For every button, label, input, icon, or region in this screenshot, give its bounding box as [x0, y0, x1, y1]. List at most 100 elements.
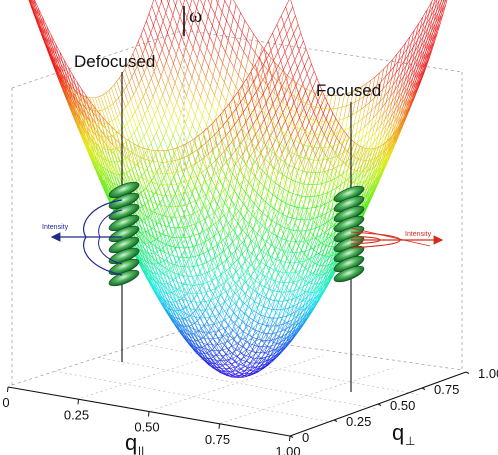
mesh-line: [188, 293, 198, 295]
mesh-line: [243, 176, 253, 189]
mesh-line: [303, 296, 313, 306]
mesh-line: [295, 181, 305, 185]
mesh-line: [250, 312, 260, 324]
mesh-line: [200, 271, 210, 288]
mesh-line: [410, 43, 420, 59]
mesh-line: [370, 140, 380, 154]
mesh-line: [174, 272, 184, 277]
mesh-line: [210, 244, 221, 261]
mesh-line: [168, 277, 178, 283]
mesh-line: [138, 193, 148, 200]
q-perp-tick-mark: [377, 403, 382, 406]
mesh-line: [162, 161, 172, 184]
mesh-line: [113, 84, 124, 111]
mesh-line: [285, 102, 295, 121]
mesh-line: [256, 145, 266, 160]
mesh-line: [144, 72, 154, 97]
mesh-line: [195, 219, 205, 225]
mesh-line: [216, 229, 226, 245]
mesh-line: [152, 52, 162, 77]
mesh-line: [80, 125, 90, 149]
mesh-line: [434, 13, 444, 34]
mesh-line: [219, 259, 229, 274]
mesh-line: [153, 138, 163, 162]
mesh-line: [220, 325, 231, 336]
q-perp-tick-mark: [289, 435, 294, 438]
mesh-line: [172, 0, 181, 17]
mesh-line: [167, 301, 178, 319]
mesh-line: [257, 165, 268, 176]
mesh-line: [209, 232, 219, 240]
mesh-line: [290, 241, 300, 243]
mesh-line: [414, 61, 424, 80]
mesh-line: [148, 276, 158, 295]
mesh-line: [161, 262, 171, 283]
mesh-line: [326, 118, 336, 141]
mesh-line: [216, 355, 226, 365]
mesh-line: [237, 316, 247, 326]
mesh-line: [298, 137, 308, 158]
mesh-line: [141, 242, 152, 264]
mesh-line: [247, 307, 258, 318]
mesh-line: [277, 127, 287, 136]
mesh-line: [196, 241, 207, 260]
mesh-line: [84, 117, 95, 143]
mesh-line: [211, 105, 221, 123]
mesh-line: [232, 329, 242, 339]
mesh-line: [217, 259, 227, 267]
mesh-line: [136, 89, 146, 115]
mesh-line: [142, 235, 152, 245]
mesh-line: [434, 22, 441, 41]
mesh-line: [55, 43, 65, 61]
mesh-line: [202, 37, 212, 57]
mesh-line: [72, 110, 82, 134]
mesh-line: [271, 104, 281, 121]
mesh-line: [320, 146, 330, 149]
mesh-line: [228, 91, 239, 104]
mesh-line: [158, 263, 168, 284]
mesh-line: [293, 83, 304, 103]
mesh-line: [233, 363, 240, 371]
mesh-line: [283, 299, 293, 302]
mesh-line: [159, 283, 169, 302]
mesh-line: [103, 90, 109, 95]
mesh-line: [55, 70, 65, 94]
mesh-line: [131, 136, 141, 161]
mesh-line: [32, 0, 36, 8]
mesh-line: [412, 77, 422, 98]
mesh-line: [157, 293, 167, 311]
mesh-line: [133, 132, 144, 158]
mesh-line: [200, 0, 209, 17]
mesh-line: [275, 223, 285, 229]
mesh-line: [234, 323, 244, 333]
mesh-line: [223, 319, 233, 331]
mesh-line: [136, 234, 147, 245]
mesh-line: [30, 0, 38, 17]
mesh-line: [205, 288, 215, 293]
mesh-line: [290, 0, 296, 16]
mesh-line: [270, 57, 280, 68]
mesh-line: [176, 318, 186, 334]
mesh-line: [265, 83, 275, 94]
mesh-line: [150, 181, 160, 185]
mesh-line: [201, 187, 211, 206]
mesh-line: [209, 266, 219, 272]
mesh-line: [234, 274, 244, 285]
mesh-line: [151, 5, 161, 30]
mesh-line: [392, 124, 402, 143]
mesh-line: [198, 306, 208, 322]
mesh-line: [368, 151, 378, 165]
mesh-line: [189, 265, 198, 268]
mesh-line: [318, 139, 328, 161]
mesh-line: [140, 225, 150, 235]
mesh-line: [350, 146, 361, 170]
mesh-line: [274, 266, 284, 282]
mesh-line: [275, 339, 285, 345]
mesh-line: [184, 213, 194, 217]
mesh-line: [265, 129, 275, 146]
mesh-line: [271, 261, 281, 277]
mesh-line: [154, 0, 164, 22]
mesh-line: [273, 294, 283, 310]
mesh-line: [237, 122, 247, 135]
mesh-line: [166, 106, 177, 129]
